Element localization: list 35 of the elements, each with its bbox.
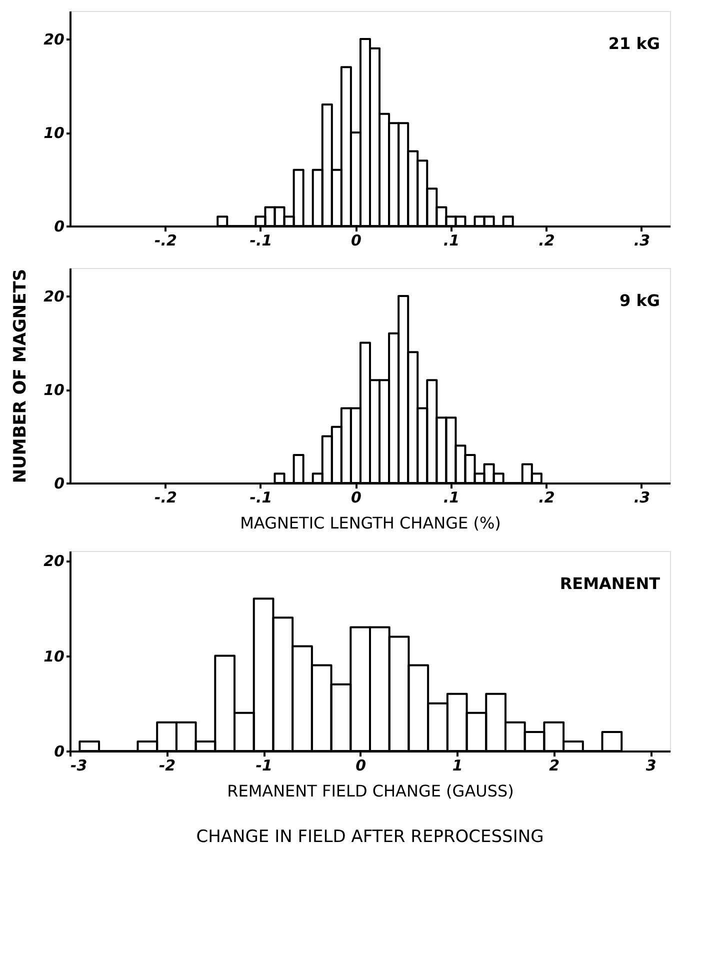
x-tick-label: .2 [538,488,555,506]
x-tick-label: 1 [452,756,463,774]
x-axis-title: REMANENT FIELD CHANGE (GAUSS) [227,782,514,800]
x-tick-label: -.1 [250,232,272,250]
x-tick-label: -.2 [154,232,177,250]
x-tick-label: -.1 [250,488,272,506]
x-tick-label: .1 [443,232,460,250]
annotation: 9 kG [620,291,660,310]
x-tick-label: -2 [158,756,176,774]
y-tick-label: 10 [44,381,64,400]
x-tick-label: .2 [538,232,555,250]
x-tick-label: 0 [356,756,366,774]
y-tick-label: 0 [54,742,64,760]
x-tick-label: .3 [634,488,650,506]
x-tick-label: -3 [70,756,88,774]
annotation: 21 kG [608,34,660,53]
x-tick-label: 3 [646,756,656,774]
annotation: REMANENT [560,574,660,593]
y-tick-label: 20 [44,30,64,49]
x-tick-label: 0 [350,488,362,506]
x-tick-label: -.2 [154,488,177,506]
text: CHANGE IN FIELD AFTER REPROCESSING [196,827,544,847]
y-tick-label: 10 [44,124,64,142]
y-tick-label: 0 [54,474,64,492]
y-tick-label: 10 [44,647,64,666]
y-tick-label: 20 [44,288,64,306]
y-tick-label: 0 [54,218,64,236]
y-tick-label: 20 [44,552,64,570]
y-axis-title: NUMBER OF MAGNETS [10,268,31,484]
x-tick-label: .3 [634,232,650,250]
x-tick-label: 2 [549,756,560,774]
x-axis-title: MAGNETIC LENGTH CHANGE (%) [240,514,501,532]
x-tick-label: -1 [256,756,272,774]
x-tick-label: 0 [350,232,362,250]
x-tick-label: .1 [443,488,460,506]
